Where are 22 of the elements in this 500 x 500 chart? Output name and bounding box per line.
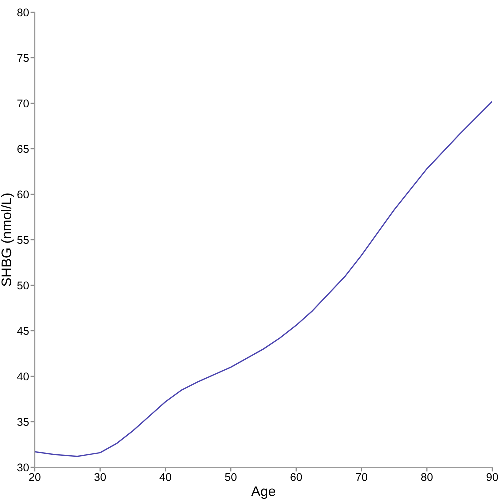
x-tick-label: 60 bbox=[290, 473, 302, 482]
y-tick-label: 45 bbox=[17, 327, 29, 336]
x-tick-label: 40 bbox=[160, 473, 172, 482]
x-tick-label: 90 bbox=[486, 473, 498, 482]
x-tick-label: 50 bbox=[225, 473, 237, 482]
y-axis-title: SHBG (nmol/L) bbox=[1, 194, 14, 286]
x-tick-label: 80 bbox=[421, 473, 433, 482]
x-axis-title: Age bbox=[251, 486, 276, 500]
y-tick-label: 30 bbox=[18, 464, 30, 472]
y-tick-label: 70 bbox=[18, 100, 30, 108]
y-tick-label: 50 bbox=[18, 282, 30, 290]
y-tick-label: 35 bbox=[18, 418, 29, 426]
x-tick-label: 70 bbox=[356, 473, 368, 482]
x-tick-label: 20 bbox=[29, 473, 41, 482]
line-series bbox=[35, 101, 492, 458]
x-tick-label: 30 bbox=[94, 473, 106, 482]
y-tick-label: 40 bbox=[17, 372, 30, 381]
y-tick-label: 55 bbox=[18, 236, 29, 244]
y-tick-label: 65 bbox=[18, 145, 29, 154]
y-tick-label: 80 bbox=[18, 8, 30, 17]
y-tick-label: 75 bbox=[18, 54, 29, 62]
y-tick-label: 60 bbox=[18, 190, 30, 199]
